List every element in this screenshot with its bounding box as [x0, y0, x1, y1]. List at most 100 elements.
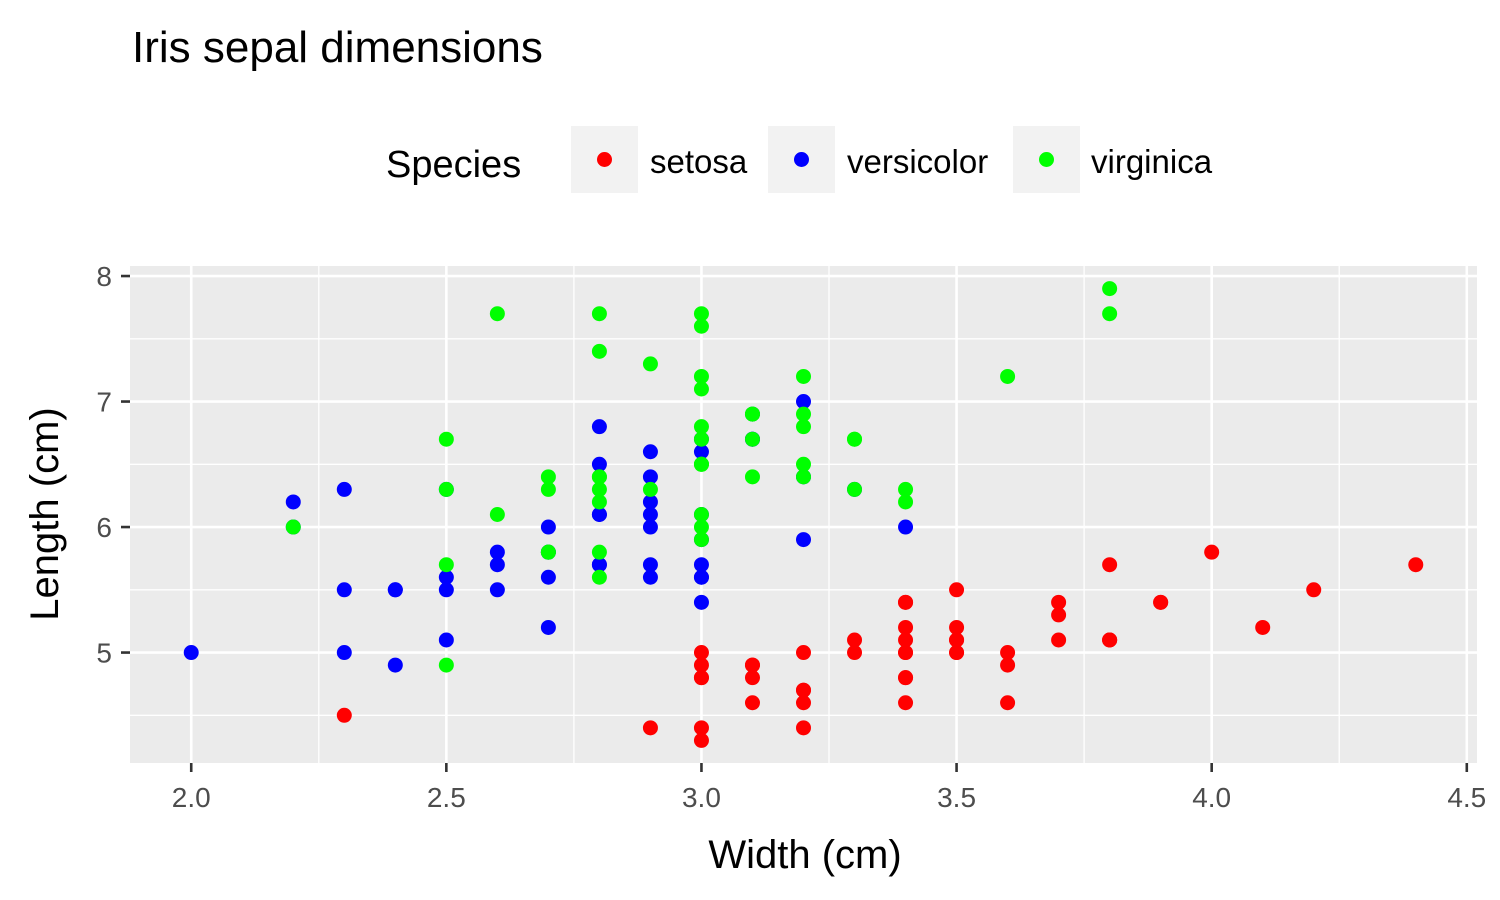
series-virginica — [285, 281, 1118, 673]
data-point-versicolor — [642, 444, 658, 460]
data-point-virginica — [540, 481, 556, 497]
data-point-virginica — [591, 494, 607, 510]
legend-label-setosa: setosa — [650, 143, 748, 180]
data-point-setosa — [693, 657, 709, 673]
data-point-versicolor — [693, 569, 709, 585]
data-point-versicolor — [591, 456, 607, 472]
data-point-virginica — [642, 356, 658, 372]
data-point-setosa — [1051, 594, 1067, 610]
data-point-setosa — [1153, 594, 1169, 610]
data-point-versicolor — [693, 444, 709, 460]
y-tick-label: 7 — [96, 387, 112, 418]
data-point-setosa — [796, 645, 811, 661]
plot-panel: 2.0 2.5 3.0 3.5 4.0 4.5 5 6 7 8 — [96, 261, 1486, 813]
data-point-virginica — [1102, 306, 1118, 322]
data-point-setosa — [1102, 557, 1118, 573]
x-tick-label: 2.0 — [172, 782, 211, 813]
data-point-versicolor — [336, 481, 352, 497]
data-point-setosa — [796, 695, 811, 711]
legend-label-virginica: virginica — [1091, 143, 1213, 180]
data-point-versicolor — [489, 582, 505, 598]
data-point-setosa — [949, 632, 965, 648]
data-point-versicolor — [540, 569, 556, 585]
data-point-setosa — [847, 632, 863, 648]
data-point-virginica — [438, 557, 454, 573]
data-point-virginica — [744, 431, 760, 447]
data-point-versicolor — [642, 507, 658, 522]
data-point-versicolor — [438, 632, 454, 648]
data-point-setosa — [898, 632, 914, 648]
legend: Species setosa versicolor virginica — [386, 126, 1213, 193]
data-point-virginica — [591, 544, 607, 560]
data-point-virginica — [438, 657, 454, 673]
data-point-setosa — [898, 645, 914, 661]
data-point-versicolor — [285, 494, 301, 510]
x-tick-label: 2.5 — [427, 782, 466, 813]
data-point-versicolor — [438, 569, 454, 585]
data-point-setosa — [744, 657, 760, 673]
data-point-versicolor — [438, 582, 454, 598]
x-tick-label: 3.5 — [937, 782, 976, 813]
data-point-virginica — [796, 456, 811, 472]
data-point-versicolor — [642, 557, 658, 573]
data-point-virginica — [796, 406, 811, 422]
data-point-setosa — [693, 670, 709, 686]
data-point-setosa — [796, 682, 811, 698]
data-point-setosa — [1306, 582, 1322, 598]
data-point-setosa — [1000, 695, 1016, 711]
data-point-virginica — [591, 343, 607, 359]
data-point-setosa — [898, 619, 914, 635]
y-axis-label: Length (cm) — [23, 407, 67, 620]
data-point-virginica — [796, 469, 811, 485]
data-point-versicolor — [387, 657, 403, 673]
data-point-virginica — [847, 431, 863, 447]
series-setosa — [336, 544, 1424, 748]
data-point-setosa — [1255, 619, 1271, 635]
data-point-versicolor — [642, 494, 658, 510]
data-point-virginica — [489, 306, 505, 322]
data-point-versicolor — [591, 507, 607, 522]
x-axis-label: Width (cm) — [708, 833, 901, 877]
data-point-setosa — [642, 720, 658, 736]
data-point-setosa — [693, 645, 709, 661]
legend-marker-virginica — [1039, 152, 1054, 167]
data-point-virginica — [1102, 281, 1118, 297]
data-point-virginica — [744, 406, 760, 422]
data-point-setosa — [898, 670, 914, 686]
data-point-setosa — [1000, 657, 1016, 673]
data-point-setosa — [1204, 544, 1220, 560]
data-point-setosa — [1408, 557, 1424, 573]
data-point-versicolor — [642, 519, 658, 535]
data-point-virginica — [693, 318, 709, 334]
data-point-setosa — [1102, 632, 1118, 648]
data-point-virginica — [285, 519, 301, 535]
data-point-versicolor — [336, 582, 352, 598]
data-point-virginica — [693, 456, 709, 472]
data-point-setosa — [744, 670, 760, 686]
data-point-virginica — [693, 519, 709, 535]
data-point-virginica — [438, 431, 454, 447]
data-point-versicolor — [796, 394, 811, 410]
data-point-virginica — [693, 532, 709, 548]
data-point-virginica — [591, 481, 607, 497]
data-point-virginica — [693, 431, 709, 447]
data-point-versicolor — [489, 557, 505, 573]
data-point-versicolor — [183, 645, 199, 661]
data-point-virginica — [744, 469, 760, 485]
data-point-virginica — [540, 469, 556, 485]
data-point-virginica — [693, 419, 709, 435]
data-point-versicolor — [796, 532, 811, 548]
data-point-setosa — [847, 645, 863, 661]
data-point-virginica — [540, 544, 556, 560]
data-point-versicolor — [642, 469, 658, 485]
x-tick-label: 4.5 — [1447, 782, 1486, 813]
data-point-setosa — [693, 732, 709, 748]
data-point-versicolor — [591, 557, 607, 573]
x-tick-label: 3.0 — [682, 782, 721, 813]
data-point-setosa — [949, 619, 965, 635]
data-point-virginica — [898, 481, 914, 497]
data-point-setosa — [1051, 607, 1067, 623]
data-point-versicolor — [591, 419, 607, 435]
y-tick-label: 5 — [96, 638, 112, 669]
